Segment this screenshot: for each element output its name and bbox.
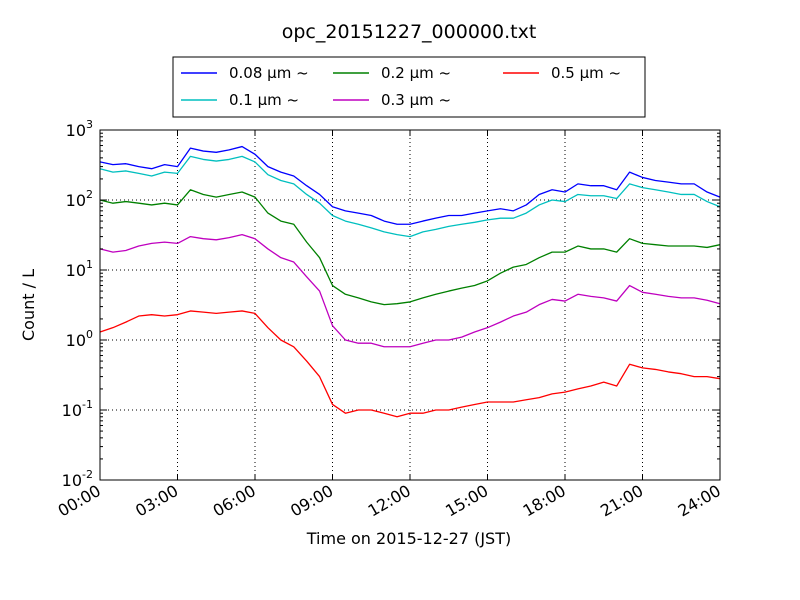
legend-label-0: 0.08 μm ~	[229, 64, 309, 82]
x-tick-label: 18:00	[520, 481, 569, 521]
series-line-4	[99, 310, 721, 418]
legend-label-1: 0.1 μm ~	[229, 91, 299, 109]
grid-lines	[100, 130, 720, 480]
x-tick-label: 15:00	[442, 481, 491, 521]
plot-series	[99, 145, 721, 418]
series-line-2	[99, 189, 721, 306]
y-axis-label: Count / L	[19, 269, 38, 341]
y-tick-label: 100	[66, 328, 93, 350]
y-tick-label: 103	[66, 118, 93, 140]
series-line-3	[99, 233, 721, 348]
series-line-0	[99, 145, 721, 225]
series-line-1	[99, 155, 721, 238]
x-tick-label: 06:00	[210, 481, 259, 521]
legend-box	[172, 56, 646, 118]
chart-title: opc_20151227_000000.txt	[282, 21, 537, 43]
x-tick-label: 24:00	[675, 481, 724, 521]
x-tick-label: 12:00	[365, 481, 414, 521]
legend: 0.08 μm ~ 0.1 μm ~ 0.2 μm ~ 0.3 μm ~ 0.5 μm …	[172, 56, 646, 118]
x-tick-label: 21:00	[597, 481, 646, 521]
y-tick-label: 10-1	[62, 398, 93, 420]
legend-label-3: 0.3 μm ~	[381, 91, 451, 109]
y-tick-label: 101	[66, 258, 93, 280]
legend-label-4: 0.5 μm ~	[551, 64, 621, 82]
y-tick-label: 102	[66, 188, 93, 210]
x-tick-label: 09:00	[287, 481, 336, 521]
y-tick-label: 10-2	[62, 468, 93, 490]
x-axis-label: Time on 2015-12-27 (JST)	[306, 529, 511, 548]
axis-ticks: 00:00 03:00 06:00 09:00 12:00 15:00 18:00 21:00…	[55, 118, 724, 521]
legend-label-2: 0.2 μm ~	[381, 64, 451, 82]
x-tick-label: 03:00	[132, 481, 181, 521]
